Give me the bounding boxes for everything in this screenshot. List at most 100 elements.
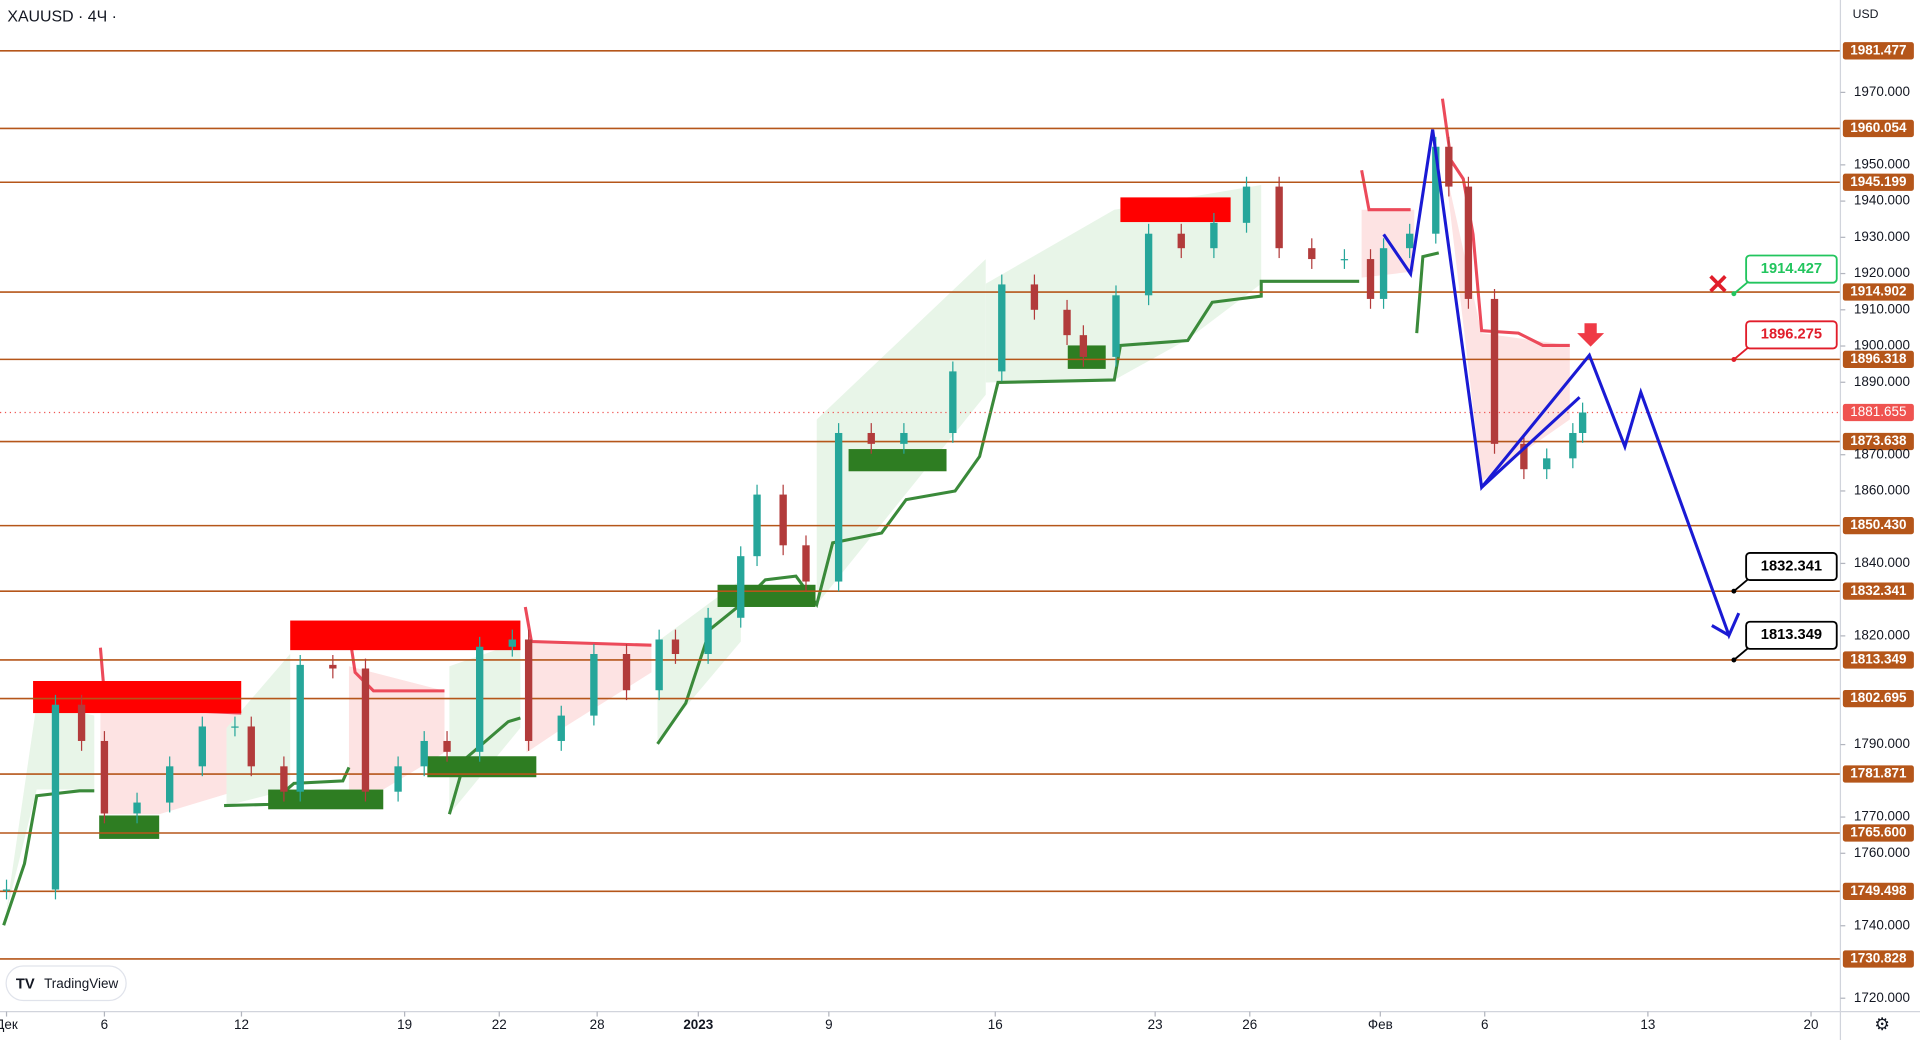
callout-pointer xyxy=(1733,280,1750,295)
level-label: 1981.477 xyxy=(1850,42,1906,57)
x-tick-label: 9 xyxy=(825,1017,833,1032)
candle-body xyxy=(1432,146,1440,234)
callout-dot xyxy=(1731,657,1737,663)
candle-body xyxy=(1242,186,1251,223)
price-axis: 1720.000 1740.000 1760.000 1770.000 1790.000… xyxy=(1840,84,1910,1005)
x-tick-label: 28 xyxy=(590,1017,605,1032)
candle-body xyxy=(77,704,86,741)
y-tick-label: 1950.000 xyxy=(1854,156,1910,171)
y-tick-label: 1970.000 xyxy=(1854,84,1910,99)
current-price-label: 1881.655 xyxy=(1850,404,1906,419)
candle-body xyxy=(51,704,60,890)
candle-body xyxy=(1569,432,1577,459)
y-tick-label: 1920.000 xyxy=(1854,265,1910,280)
level-label: 1802.695 xyxy=(1850,690,1907,705)
callout-dot xyxy=(1731,588,1737,594)
callouts: 1914.427 1896.275 1832.341 1813.349 xyxy=(1731,254,1838,663)
level-label-bg xyxy=(1842,283,1914,301)
callout-box xyxy=(1745,552,1838,581)
settings-icon[interactable]: ⚙ xyxy=(1874,1014,1889,1034)
current-price-bg xyxy=(1842,403,1914,422)
level-label-bg xyxy=(1842,950,1914,968)
candle-body xyxy=(1366,259,1375,299)
level-label-bg xyxy=(1842,350,1914,369)
candle-body xyxy=(1464,186,1473,299)
candle-body xyxy=(443,740,451,752)
x-tick-label: 6 xyxy=(101,1017,109,1032)
y-tick-label: 1820.000 xyxy=(1854,627,1910,642)
candle-body xyxy=(834,432,843,582)
callout-label: 1813.349 xyxy=(1761,627,1822,643)
y-tick-label: 1720.000 xyxy=(1854,990,1910,1005)
candle-body xyxy=(1578,412,1587,433)
candle-body xyxy=(231,726,239,728)
candle-body xyxy=(296,664,304,792)
callout-dot xyxy=(1731,291,1737,297)
level-label-bg xyxy=(1842,882,1914,900)
x-tick-label: 22 xyxy=(492,1017,507,1032)
candle-body xyxy=(329,664,337,669)
candle-body xyxy=(1275,186,1283,249)
level-label: 1914.902 xyxy=(1850,284,1906,299)
y-tick-label: 1740.000 xyxy=(1854,917,1910,932)
x-tick-label: 6 xyxy=(1481,1017,1489,1032)
callout-dot xyxy=(1731,357,1737,362)
time-axis: Дек 6 12 19 22 28 2023 9 16 23 26 Фев 6 13 20 xyxy=(0,1011,1819,1032)
candle-body xyxy=(280,766,288,792)
candle-body xyxy=(166,766,174,803)
level-label-bg xyxy=(1842,432,1914,451)
level-label-bg xyxy=(1842,765,1914,783)
candle-body xyxy=(1063,309,1071,336)
candle-body xyxy=(1030,284,1039,310)
x-tick-label: 12 xyxy=(234,1017,249,1032)
callout-label: 1832.341 xyxy=(1761,558,1822,574)
candle-body xyxy=(508,639,516,647)
candle-body xyxy=(1520,443,1528,470)
x-tick-label: Фев xyxy=(1368,1017,1393,1032)
level-label-bg xyxy=(1842,824,1914,842)
level-label: 1832.341 xyxy=(1850,583,1907,598)
level-label-bg xyxy=(1842,651,1914,669)
candle-body xyxy=(753,494,761,557)
x-tick-label: 20 xyxy=(1804,1017,1819,1032)
callout-box xyxy=(1745,620,1838,650)
y-tick-label: 1930.000 xyxy=(1854,229,1910,244)
candle-body xyxy=(1445,146,1453,187)
symbol-title: XAUUSD · 4Ч · xyxy=(7,8,117,25)
candles xyxy=(2,136,1587,900)
candle-body xyxy=(867,432,875,444)
y-tick-label: 1840.000 xyxy=(1854,555,1910,570)
x-tick-label: 2023 xyxy=(683,1017,713,1032)
candle-body xyxy=(1177,233,1185,249)
y-tick-label: 1860.000 xyxy=(1854,483,1910,498)
x-tick-label: 26 xyxy=(1242,1017,1257,1032)
candle-body xyxy=(737,556,745,618)
y-tick-label: 1940.000 xyxy=(1854,193,1910,208)
level-label-bg xyxy=(1842,516,1914,535)
candle-body xyxy=(133,802,141,814)
candle-body xyxy=(420,740,428,767)
y-tick-label: 1790.000 xyxy=(1854,736,1910,751)
x-tick-label: 23 xyxy=(1148,1017,1163,1032)
candle-body xyxy=(1079,335,1088,357)
level-label-bg xyxy=(1842,42,1914,60)
candle-body xyxy=(557,715,565,741)
level-label-bg xyxy=(1842,173,1914,191)
candle-body xyxy=(476,646,484,752)
cross-mark xyxy=(1709,275,1727,293)
y-tick-label: 1870.000 xyxy=(1854,446,1910,461)
level-label: 1765.600 xyxy=(1850,825,1906,840)
callout-pointer xyxy=(1733,578,1750,592)
x-tick-label: Дек xyxy=(0,1017,18,1032)
callout-pointer xyxy=(1733,346,1750,361)
candle-body xyxy=(1543,458,1551,470)
level-label: 1781.871 xyxy=(1850,766,1907,781)
x-tick-label: 19 xyxy=(397,1017,412,1032)
candle-body xyxy=(1210,222,1218,249)
candle-body xyxy=(1490,298,1499,444)
level-label: 1960.054 xyxy=(1850,120,1907,135)
candle-body xyxy=(524,639,533,741)
callout-pointer xyxy=(1733,646,1750,661)
level-label: 1749.498 xyxy=(1850,883,1907,898)
